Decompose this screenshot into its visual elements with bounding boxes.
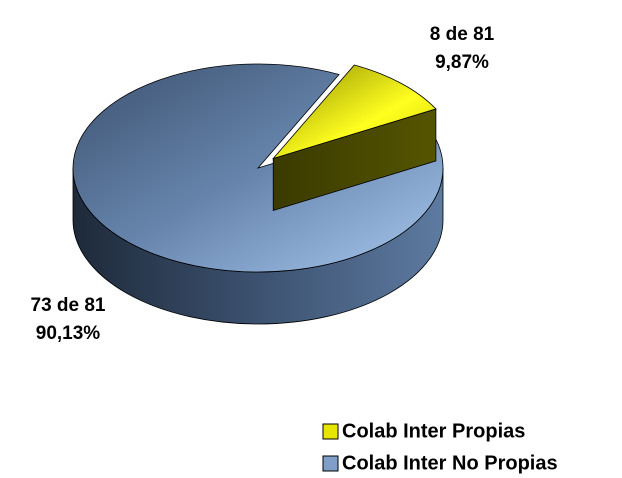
slice	[72, 63, 444, 273]
data-label: 73 de 81	[31, 295, 106, 316]
legend-swatch	[322, 455, 339, 472]
legend-label: Colab Inter Propias	[342, 420, 525, 442]
legend-label: Colab Inter No Propias	[342, 452, 558, 474]
data-label: 90,13%	[36, 323, 101, 344]
data-label: 9,87%	[435, 52, 489, 73]
data-label: 8 de 81	[430, 24, 495, 45]
slice	[272, 64, 437, 160]
legend-swatch	[322, 423, 339, 440]
